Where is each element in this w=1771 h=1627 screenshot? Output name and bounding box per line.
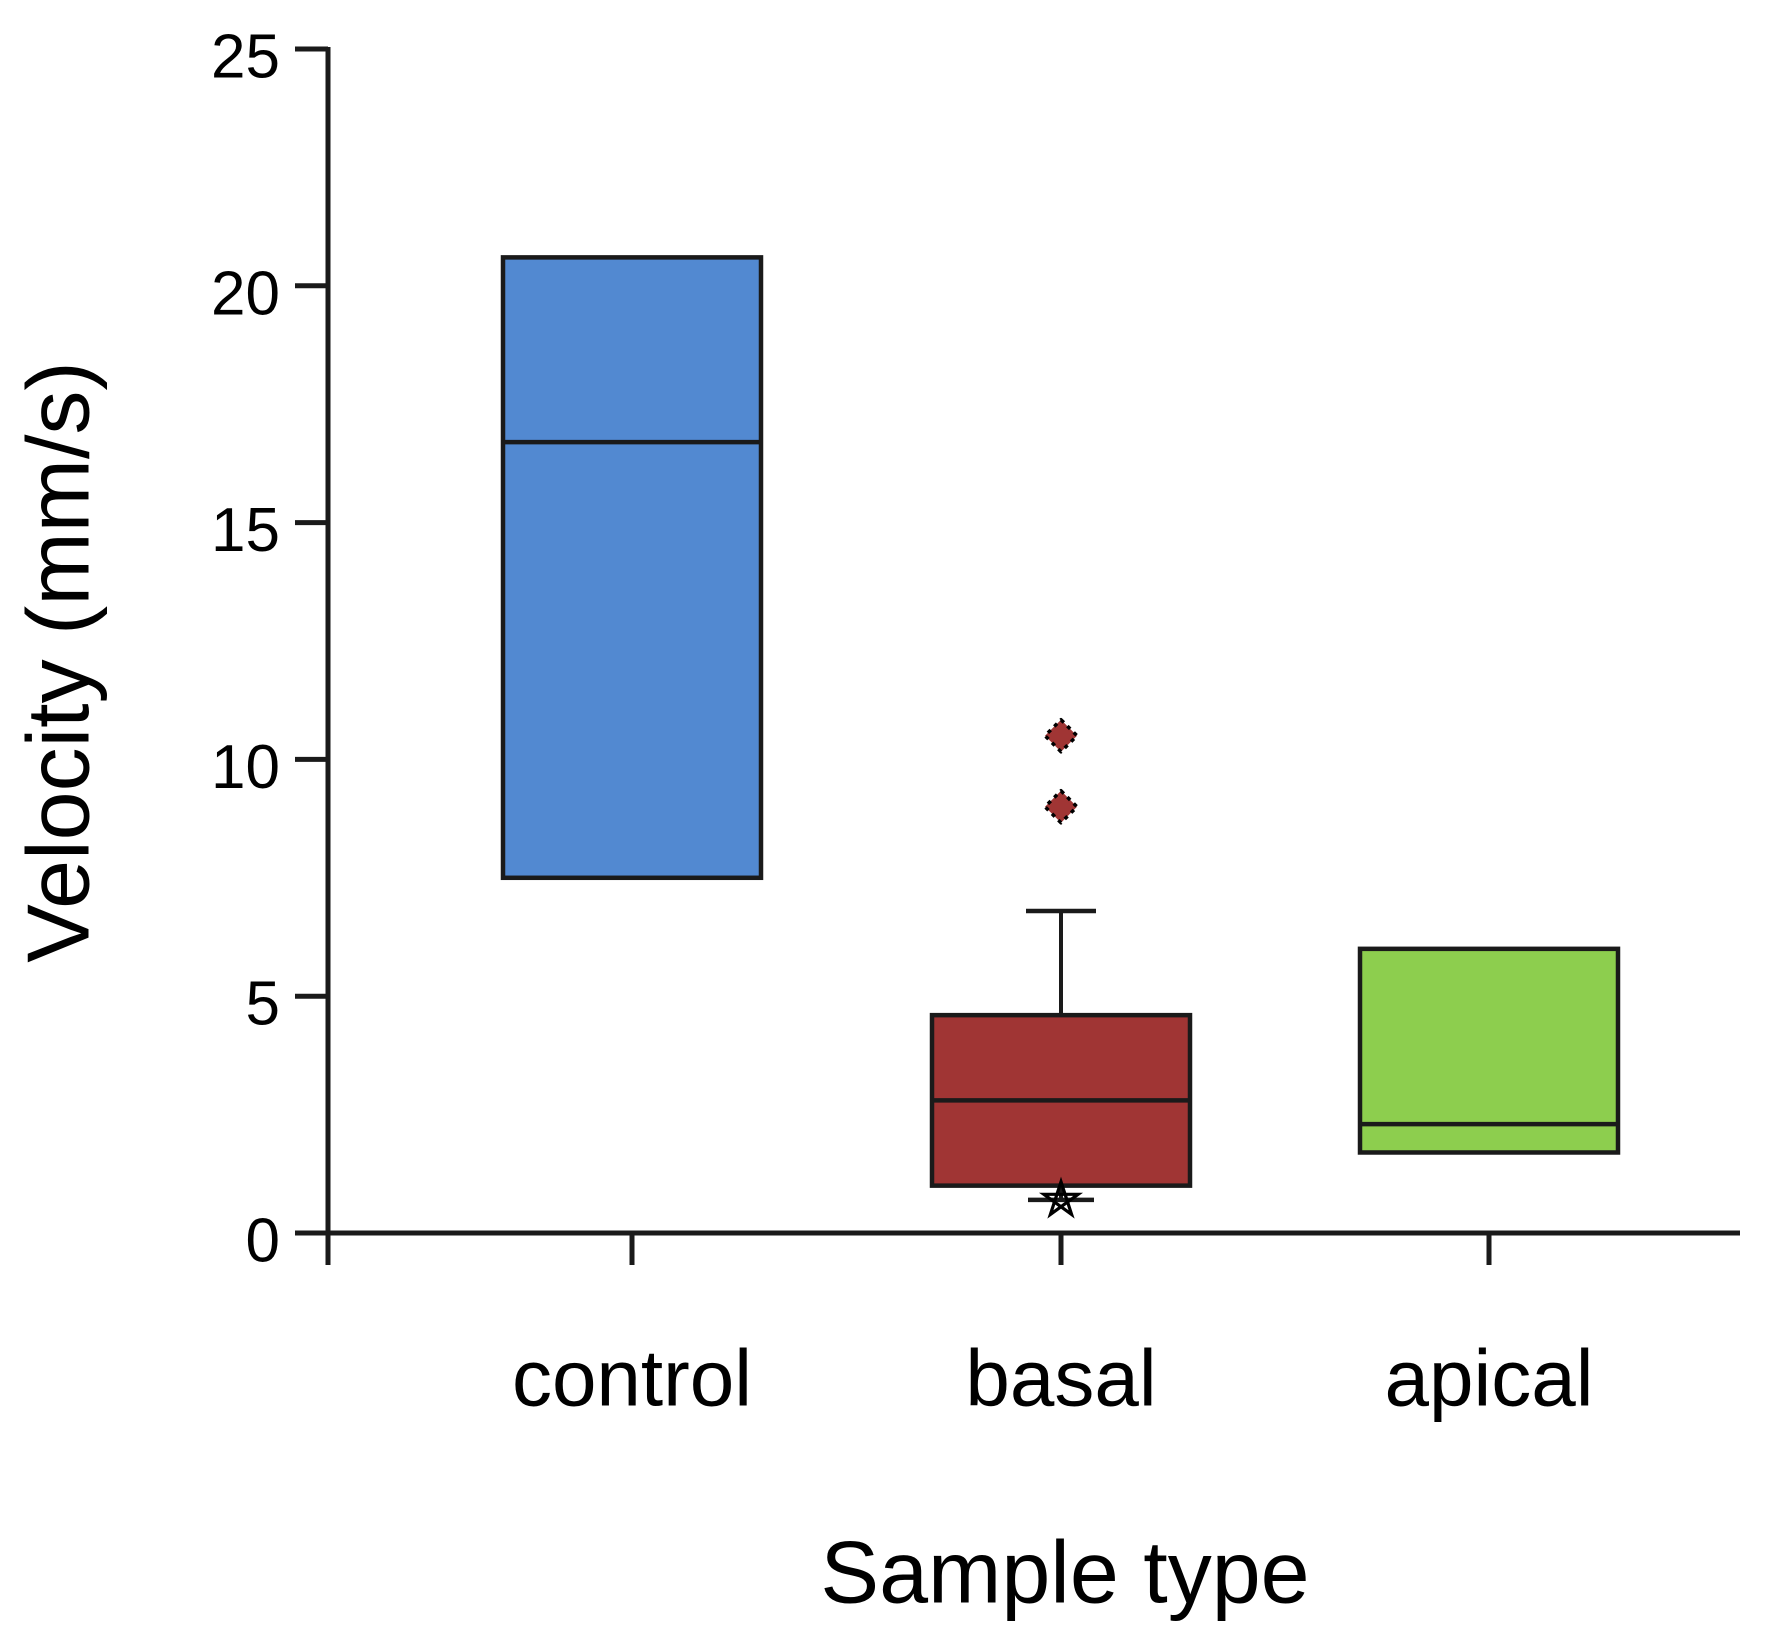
y-tick-label-0: 0 (246, 1207, 280, 1276)
extreme-star-basal (1038, 1176, 1084, 1219)
outlier-diamond-basal-1 (1043, 789, 1079, 825)
y-tick-label-15: 15 (211, 496, 280, 565)
box-control (500, 255, 764, 881)
y-tick-label-20: 20 (211, 259, 280, 328)
y-tick-label-5: 5 (246, 970, 280, 1039)
x-tick-label-control: control (512, 1334, 752, 1423)
y-tick-label-25: 25 (211, 23, 280, 92)
y-axis-title: Velocity (mm/s) (9, 361, 108, 962)
x-tick-label-basal: basal (965, 1334, 1156, 1423)
plot-area: 0 5 10 15 20 25 control basal apical (211, 23, 1740, 1423)
box-apical (1357, 946, 1621, 1155)
y-tick-label-10: 10 (211, 733, 280, 802)
x-tick-label-apical: apical (1384, 1334, 1593, 1423)
x-axis-title: Sample type (820, 1523, 1309, 1622)
outlier-diamond-basal-0 (1043, 717, 1079, 754)
